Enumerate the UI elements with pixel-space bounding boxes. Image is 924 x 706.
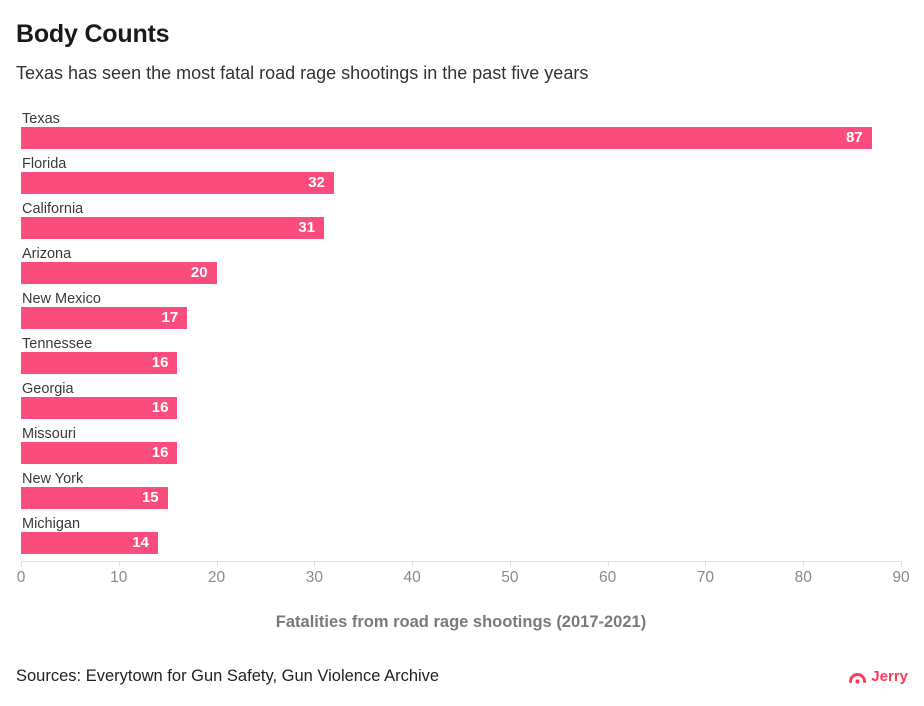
tick-label: 50 <box>501 569 519 586</box>
chart-footer: Sources: Everytown for Gun Safety, Gun V… <box>16 667 908 686</box>
bar-row: Georgia 16 <box>21 381 901 419</box>
category-label: Tennessee <box>22 336 93 352</box>
bar: 14 <box>21 532 158 554</box>
bar: 15 <box>21 487 168 509</box>
tick-mark <box>509 561 511 567</box>
tick-mark <box>21 561 22 567</box>
tick-mark <box>118 561 120 567</box>
bar-row: Michigan 14 <box>21 516 901 554</box>
tick-label: 40 <box>403 569 421 586</box>
category-label: Florida <box>22 156 67 172</box>
x-axis-title: Fatalities from road rage shootings (201… <box>275 613 647 631</box>
bar: 87 <box>21 127 872 149</box>
tick-mark <box>607 561 609 567</box>
tick-label: 80 <box>794 569 812 586</box>
category-label: Michigan <box>22 516 81 532</box>
bar: 32 <box>21 172 334 194</box>
bar-value-label: 32 <box>308 174 325 191</box>
sources-text: Sources: Everytown for Gun Safety, Gun V… <box>16 667 440 685</box>
bar: 16 <box>21 352 178 374</box>
jerry-arc-dot-icon <box>848 670 867 684</box>
bar-value-label: 16 <box>151 399 169 416</box>
bar-value-label: 15 <box>141 489 159 506</box>
chart-card: Body Counts Texas has seen the most fata… <box>16 20 910 686</box>
tick-label: 70 <box>696 569 715 586</box>
category-label: California <box>22 201 84 217</box>
bar-rows: Texas 87 Florida 32 California 31 Arizona 20 New… <box>21 111 901 554</box>
bar-row: New Mexico 17 <box>21 291 901 329</box>
tick-label: 0 <box>16 569 26 586</box>
category-label: Arizona <box>22 246 72 262</box>
tick-mark <box>705 561 707 567</box>
bar-row: Texas 87 <box>21 111 901 149</box>
bar-value-label: 14 <box>132 534 149 551</box>
bar-row: Arizona 20 <box>21 246 901 284</box>
bar-value-label: 17 <box>161 309 179 326</box>
x-axis: 0 10 20 30 40 50 60 70 80 90 <box>17 561 910 590</box>
tick-label: 30 <box>305 569 323 586</box>
bar-row: Florida 32 <box>21 156 901 194</box>
tick-mark <box>314 561 316 567</box>
category-label: Missouri <box>22 426 76 442</box>
tick-mark <box>216 561 218 567</box>
brand-label: Jerry <box>871 668 908 685</box>
category-label: Georgia <box>22 381 74 397</box>
tick-mark <box>901 561 902 567</box>
category-label: New Mexico <box>22 291 101 307</box>
bar: 16 <box>21 397 178 419</box>
bar-value-label: 20 <box>190 264 208 281</box>
plot-area: Texas 87 Florida 32 California 31 Arizona 20 New… <box>17 111 910 632</box>
tick-label: 10 <box>110 569 128 586</box>
chart-title: Body Counts <box>16 20 170 48</box>
chart-subtitle: Texas has seen the most fatal road rage … <box>16 63 589 83</box>
bar-value-label: 87 <box>845 129 863 146</box>
bar-row: Missouri 16 <box>21 426 901 464</box>
brand-logo: Jerry <box>848 668 908 685</box>
tick-label: 90 <box>892 569 910 586</box>
tick-mark <box>803 561 805 567</box>
bar-value-label: 16 <box>151 444 169 461</box>
tick-label: 60 <box>599 569 617 586</box>
bar-row: California 31 <box>21 201 901 239</box>
bar-row: Tennessee 16 <box>21 336 901 374</box>
bar-value-label: 31 <box>298 219 316 236</box>
tick-mark <box>412 561 414 567</box>
bar: 20 <box>21 262 217 284</box>
tick-label: 20 <box>207 569 226 586</box>
category-label: New York <box>22 471 84 487</box>
bar: 17 <box>21 307 188 329</box>
category-label: Texas <box>22 111 60 127</box>
bar: 16 <box>21 442 178 464</box>
bar-row: New York 15 <box>21 471 901 509</box>
bar-value-label: 16 <box>151 354 169 371</box>
bar: 31 <box>21 217 325 239</box>
